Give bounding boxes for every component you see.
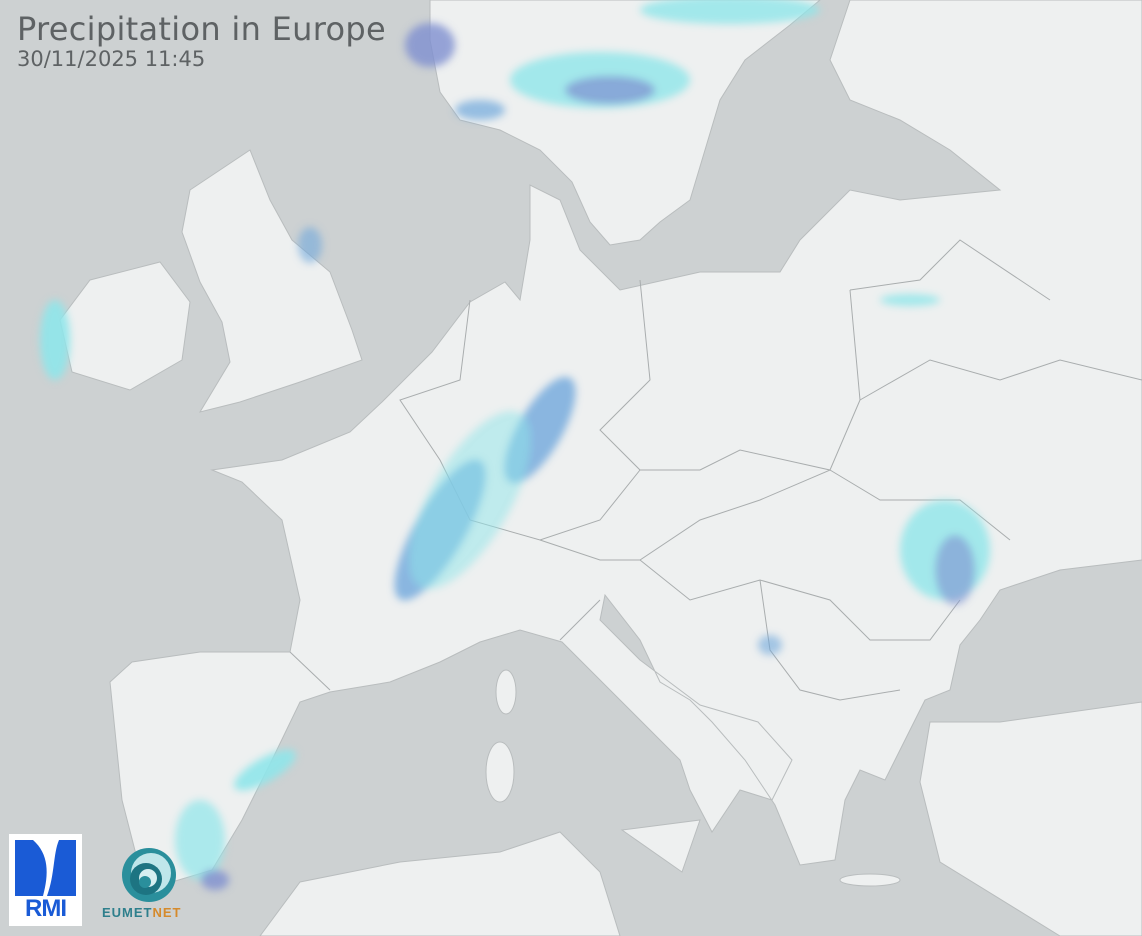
eumetnet-emblem-icon: [122, 848, 176, 902]
corsica: [495, 669, 517, 715]
continental-europe: [109, 0, 1142, 883]
precipitation: [40, 0, 990, 890]
rmi-emblem-icon: [15, 840, 76, 896]
eumetnet-logo: EUMETNET: [102, 905, 182, 920]
sicily: [620, 819, 701, 873]
precip-romania-core: [935, 535, 975, 605]
precip-uk: [298, 227, 322, 263]
precip-poland: [880, 294, 940, 306]
precip-sweden-core: [565, 76, 655, 104]
scandinavia: [429, 0, 821, 246]
land: [59, 0, 1142, 936]
rmi-logo: RMI: [9, 834, 82, 926]
precip-spain: [234, 749, 296, 791]
precip-gibraltar: [201, 870, 229, 890]
eumetnet-logo-text-b: NET: [152, 905, 182, 920]
eumetnet-logo-text-a: EUMET: [102, 905, 153, 920]
precip-ireland: [40, 300, 70, 380]
north-africa: [259, 831, 621, 936]
precip-andalusia: [175, 800, 225, 880]
sardinia: [485, 741, 515, 803]
map-timestamp: 30/11/2025 11:45: [17, 47, 206, 71]
precip-north: [640, 0, 820, 24]
ireland: [59, 261, 191, 391]
rmi-logo-text: RMI: [25, 895, 67, 922]
borders: [289, 239, 1142, 701]
precip-france-light: [409, 411, 531, 589]
crete: [839, 873, 901, 887]
great-britain: [181, 149, 363, 413]
turkey: [919, 701, 1142, 936]
map-title: Precipitation in Europe: [17, 10, 386, 48]
precip-serbia: [758, 635, 782, 655]
precip-oslo: [455, 100, 505, 120]
precip-norway: [405, 23, 455, 67]
